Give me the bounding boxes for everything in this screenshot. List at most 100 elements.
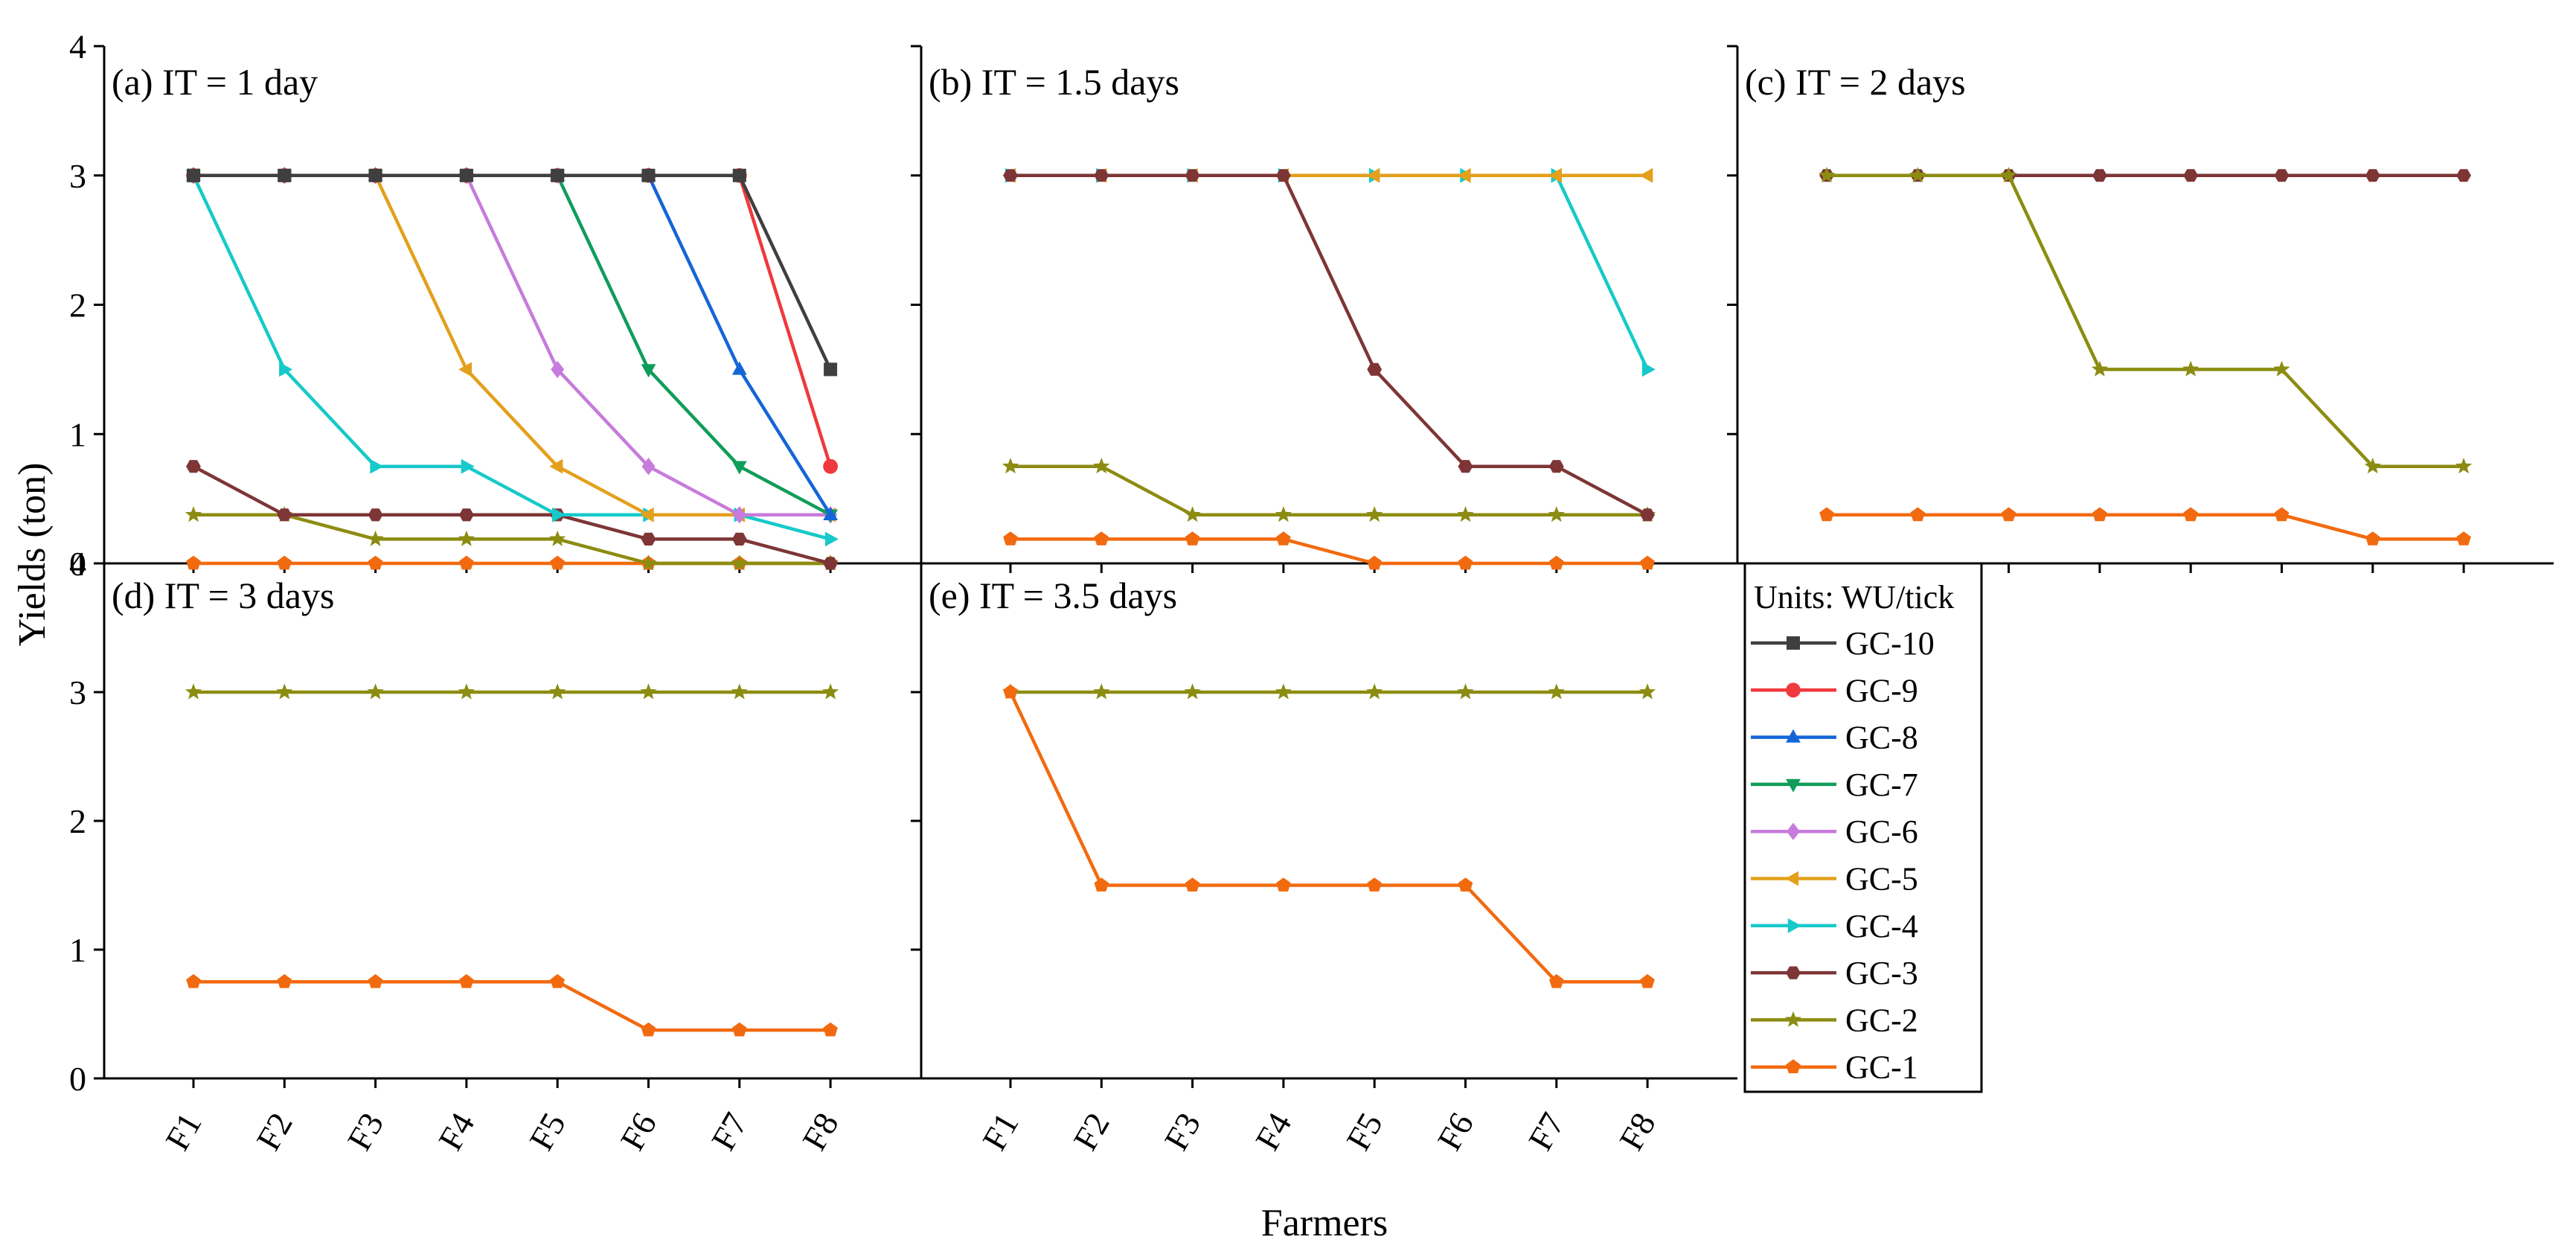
panel-a-point-gc-1 (459, 555, 474, 570)
panel-d-y-tick-label: 0 (69, 1060, 86, 1098)
panel-b-point-gc-4 (1641, 362, 1656, 377)
panel-a-point-gc-1 (186, 555, 201, 570)
panel-b-point-gc-3 (1458, 460, 1473, 473)
legend-swatch-marker (1787, 918, 1801, 933)
panel-e-point-gc-1 (1549, 973, 1564, 988)
panel-b-point-gc-1 (1458, 555, 1473, 570)
panel-e-point-gc-2 (1093, 683, 1110, 700)
legend-swatch-marker (1785, 871, 1799, 886)
panel-c-point-gc-1 (2001, 507, 2016, 522)
panel-b-point-gc-5 (1457, 167, 1471, 183)
panel-c-point-gc-1 (2365, 531, 2380, 546)
panel-e-x-tick-label: F8 (1612, 1107, 1662, 1157)
panel-d-x-tick-label: F3 (340, 1107, 391, 1157)
panel-a-point-gc-8 (731, 361, 747, 375)
panel-b-point-gc-5 (1548, 167, 1562, 183)
panel-a-point-gc-2 (731, 554, 748, 571)
panel-c-series-gc-1 (1819, 507, 2471, 546)
panel-c-series-gc-2 (1818, 167, 2473, 474)
panel-c-point-gc-3 (2456, 169, 2471, 182)
legend-entry-gc-2: GC-2 (1751, 1002, 1918, 1038)
panel-c-point-gc-1 (2456, 531, 2471, 546)
panel-b-point-gc-2 (1366, 506, 1383, 522)
legend-swatch-marker (1786, 729, 1801, 743)
panel-d-series-gc-1 (186, 973, 838, 1037)
panel-e-point-gc-2 (1548, 683, 1565, 700)
legend-label: GC-9 (1845, 672, 1918, 709)
panel-d-y-tick-label: 2 (69, 802, 86, 840)
panel-a-point-gc-9 (823, 458, 838, 474)
panel-e-x-tick-label: F2 (1066, 1107, 1116, 1157)
panel-b-line-gc-1 (1010, 537, 1648, 566)
panel-d-y-tick-label: 1 (69, 931, 86, 969)
legend-swatch-marker (1787, 822, 1800, 840)
panel-c-point-gc-1 (1910, 507, 1926, 522)
labels-layer: Yields (ton) Farmers (11, 463, 1388, 1244)
panel-c-point-gc-2 (2273, 360, 2290, 377)
axes-layer: 0 1 2 3 4 (a) IT = 1 day (b) IT = 1.5 days (c) … (69, 28, 2554, 1157)
panel-a-point-gc-10 (824, 362, 838, 377)
panel-e-x-tick-label: F1 (975, 1107, 1025, 1157)
panel-a-point-gc-10 (551, 168, 565, 182)
legend-swatch-marker (1786, 966, 1801, 979)
panel-a-y-tick-label: 2 (69, 287, 86, 324)
panel-d-point-gc-2 (458, 683, 475, 700)
panel-d-x-tick-label: F4 (431, 1107, 481, 1157)
panel-d-point-gc-2 (185, 683, 202, 700)
panel-c-title: (c) IT = 2 days (1745, 61, 1966, 103)
panel-d-y-tick-label: 4 (69, 545, 86, 583)
legend-label: GC-6 (1845, 813, 1918, 850)
panel-d-x-tick-label: F5 (522, 1107, 572, 1157)
panel-a-point-gc-4 (279, 362, 293, 377)
panel-e-point-gc-2 (1275, 683, 1292, 700)
panel-a-y-tick-label: 1 (69, 415, 86, 453)
panel-e-title: (e) IT = 3.5 days (929, 575, 1177, 616)
legend-label: GC-4 (1845, 908, 1918, 944)
panel-d-point-gc-1 (732, 1022, 747, 1037)
panel-e-point-gc-2 (1366, 683, 1383, 700)
legend-entry-gc-10: GC-10 (1751, 625, 1935, 662)
panel-b-title: (b) IT = 1.5 days (929, 61, 1179, 103)
legend-entry-gc-3: GC-3 (1751, 955, 1918, 991)
panel-a-series-gc-4 (188, 167, 839, 547)
panel-b-point-gc-2 (1002, 458, 1019, 474)
panel-b-point-gc-3 (1640, 508, 1655, 522)
panel-d-x-tick-label: F2 (249, 1107, 299, 1157)
legend: Units: WU/tick GC-10 GC-9 GC-8 GC-7 GC-6 GC-5… (1743, 562, 1983, 1093)
panel-e-point-gc-1 (1458, 877, 1473, 892)
panel-c-line-gc-2 (1827, 173, 2464, 468)
panel-e-point-gc-1 (1185, 877, 1200, 892)
panel-a-point-gc-3 (823, 557, 838, 570)
panel-a-y-tick-label: 0 (69, 545, 86, 583)
panel-a-point-gc-3 (277, 508, 292, 522)
panel-b-point-gc-3 (1094, 169, 1109, 182)
panel-c-point-gc-2 (2364, 458, 2381, 474)
panel-b-point-gc-5 (1639, 167, 1653, 183)
panel-a-title: (a) IT = 1 day (112, 61, 318, 103)
panel-d-x-tick-label: F6 (613, 1107, 664, 1157)
panel-b-point-gc-3 (1367, 362, 1382, 376)
panel-b-point-gc-1 (1185, 531, 1200, 546)
panel-a-line-gc-2 (193, 513, 831, 566)
legend-label: GC-8 (1845, 720, 1918, 756)
panel-c-point-gc-2 (2091, 360, 2108, 377)
panel-a-point-gc-10 (278, 168, 292, 182)
panel-a-point-gc-4 (552, 507, 565, 522)
panel-d-point-gc-2 (367, 683, 384, 700)
legend-swatch-marker (1787, 636, 1800, 650)
panel-c-line-gc-1 (1827, 513, 2464, 541)
panel-c-point-gc-2 (2000, 167, 2017, 183)
panel-a-point-gc-10 (732, 168, 746, 182)
panel-b-point-gc-2 (1184, 506, 1201, 522)
panel-d-x-tick-label: F8 (795, 1107, 845, 1157)
panel-c-point-gc-2 (2182, 360, 2199, 377)
panel-e-point-gc-2 (1457, 683, 1474, 700)
panel-a-y-tick-label: 3 (69, 157, 86, 195)
legend-entry-gc-5: GC-5 (1751, 861, 1918, 898)
panel-b-point-gc-2 (1093, 458, 1110, 474)
panel-c-point-gc-1 (1819, 507, 1834, 522)
legend-swatch-marker (1784, 1011, 1802, 1027)
panel-d-point-gc-2 (731, 683, 748, 700)
legend-box (1743, 562, 1983, 1093)
panel-d-point-gc-2 (640, 683, 657, 700)
